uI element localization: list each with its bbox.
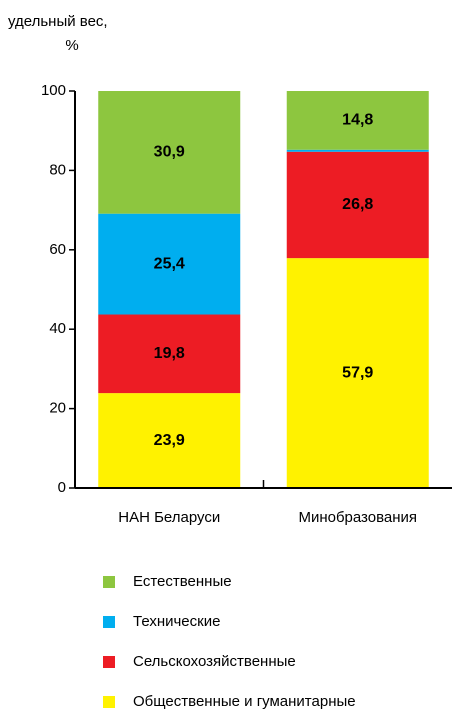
x-tick-label: НАН Беларуси [118, 509, 220, 526]
bar-segment [98, 393, 241, 488]
bar-segment [98, 213, 241, 315]
legend-swatch [103, 696, 115, 708]
bar-segment [286, 91, 429, 150]
bar-segment [286, 151, 429, 259]
y-tick-label: 100 [41, 82, 66, 99]
legend-label: Технические [133, 613, 220, 630]
y-tick-label: 80 [49, 161, 66, 178]
bar-segment [98, 91, 241, 214]
y-tick-label: 0 [58, 479, 66, 496]
bar-segment [286, 149, 429, 152]
x-tick-label: Минобразования [298, 509, 417, 526]
y-tick-label: 20 [49, 400, 66, 417]
y-axis-label: удельный вес, [8, 13, 108, 30]
y-tick-label: 40 [49, 320, 66, 337]
data-label: 30,9 [154, 144, 185, 161]
legend-label: Сельскохозяйственные [133, 653, 296, 670]
data-label: 25,4 [154, 255, 185, 272]
bar-segment [98, 314, 241, 394]
legend-label: Общественные и гуманитарные [133, 693, 356, 710]
data-label: 57,9 [342, 364, 373, 381]
y-tick-label: 60 [49, 241, 66, 258]
data-label: 23,9 [154, 432, 185, 449]
data-label: 26,8 [342, 196, 373, 213]
legend-swatch [103, 656, 115, 668]
legend-swatch [103, 616, 115, 628]
bar-segment [286, 258, 429, 488]
data-label: 14,8 [342, 112, 373, 129]
legend-swatch [103, 576, 115, 588]
y-axis-label: % [65, 37, 78, 54]
data-label: 19,8 [154, 345, 185, 362]
legend-label: Естественные [133, 573, 232, 590]
